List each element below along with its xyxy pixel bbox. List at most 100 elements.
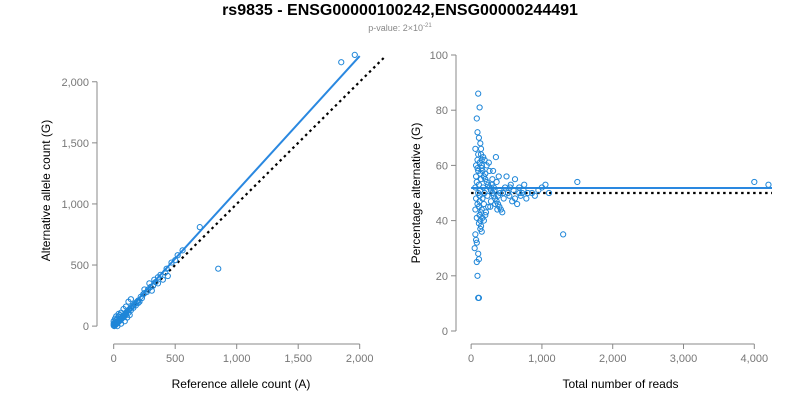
x-tick-label: 1,000 <box>223 353 251 365</box>
data-point <box>489 176 496 183</box>
y-tick-label: 0 <box>442 326 448 338</box>
y-tick-label: 80 <box>436 105 448 117</box>
data-point <box>523 195 530 202</box>
y-tick-label: 60 <box>436 160 448 172</box>
data-point <box>560 231 567 238</box>
data-point <box>111 319 119 326</box>
p-value-subtitle: p-value: 2×10-21 <box>0 23 800 33</box>
data-point <box>493 178 500 186</box>
data-point <box>494 206 501 213</box>
x-axis-label: Reference allele count (A) <box>172 377 311 391</box>
y-tick-label: 100 <box>430 50 448 62</box>
y-tick-label: 20 <box>436 271 448 283</box>
data-point <box>487 198 495 205</box>
data-point <box>110 318 117 325</box>
data-point <box>473 239 480 246</box>
data-point <box>163 265 170 272</box>
x-tick-label: 500 <box>166 353 184 365</box>
data-point <box>472 236 480 244</box>
data-point <box>351 51 358 58</box>
data-point <box>215 265 222 272</box>
y-tick-label: 0 <box>83 321 89 333</box>
data-point <box>196 224 203 231</box>
data-point <box>146 280 153 287</box>
y-tick-label: 1,000 <box>61 199 89 211</box>
data-point <box>481 156 488 163</box>
data-point <box>474 200 481 208</box>
data-point <box>475 250 482 257</box>
data-point <box>110 320 117 327</box>
data-point <box>471 245 478 252</box>
data-point <box>751 178 758 186</box>
data-point <box>477 140 484 147</box>
x-tick-label: 0 <box>111 353 117 365</box>
p-value-exponent: -21 <box>423 23 432 29</box>
data-point <box>474 129 481 136</box>
x-tick-label: 3,000 <box>670 353 698 365</box>
data-point <box>475 181 483 188</box>
data-point <box>516 189 523 197</box>
data-point <box>506 192 513 199</box>
y-tick-label: 500 <box>71 260 89 272</box>
y-tick-label: 40 <box>436 216 448 228</box>
data-point <box>765 181 772 188</box>
data-point <box>490 184 497 191</box>
data-point <box>338 59 345 66</box>
y-tick-label: 2,000 <box>61 77 89 89</box>
data-point <box>520 187 527 194</box>
data-point <box>477 225 484 232</box>
data-point <box>489 167 497 175</box>
data-point <box>474 272 481 279</box>
data-point <box>476 192 483 199</box>
x-tick-label: 1,500 <box>284 353 312 365</box>
data-point <box>486 167 493 175</box>
data-point <box>151 276 158 283</box>
x-axis-label: Total number of reads <box>562 377 678 391</box>
y-axis-label: Alternative allele count (G) <box>39 120 53 261</box>
data-point <box>477 145 485 152</box>
data-point <box>474 165 481 172</box>
p-value-text: p-value: 2×10 <box>368 23 424 33</box>
x-tick-label: 0 <box>468 353 474 365</box>
data-point <box>141 290 148 297</box>
data-point <box>545 189 553 197</box>
data-point <box>475 294 483 301</box>
data-point <box>472 173 480 180</box>
data-point <box>476 104 483 111</box>
data-point <box>507 181 514 188</box>
x-tick-label: 1,000 <box>528 353 556 365</box>
data-point <box>485 203 492 210</box>
data-point <box>135 299 142 306</box>
data-point <box>492 200 499 208</box>
data-point <box>511 176 519 183</box>
data-point <box>478 165 485 172</box>
data-point <box>477 170 484 177</box>
data-point <box>482 211 489 219</box>
data-point <box>472 231 479 238</box>
y-tick-label: 1,500 <box>61 138 89 150</box>
data-point <box>477 209 485 216</box>
data-point <box>478 206 485 213</box>
data-point <box>115 310 122 317</box>
data-point <box>483 162 490 169</box>
data-point <box>531 192 538 199</box>
data-point <box>164 272 171 280</box>
data-point <box>480 200 487 208</box>
data-point <box>495 173 502 180</box>
data-point <box>494 192 502 199</box>
data-point <box>511 195 519 202</box>
data-point <box>480 184 487 191</box>
data-point <box>159 276 166 283</box>
data-point <box>475 151 482 158</box>
data-point <box>168 259 175 266</box>
data-point <box>179 247 186 254</box>
data-point <box>126 312 133 319</box>
data-point <box>506 184 514 191</box>
x-tick-label: 2,000 <box>346 353 374 365</box>
data-point <box>574 178 581 186</box>
data-point <box>542 181 549 188</box>
data-point <box>472 195 480 202</box>
